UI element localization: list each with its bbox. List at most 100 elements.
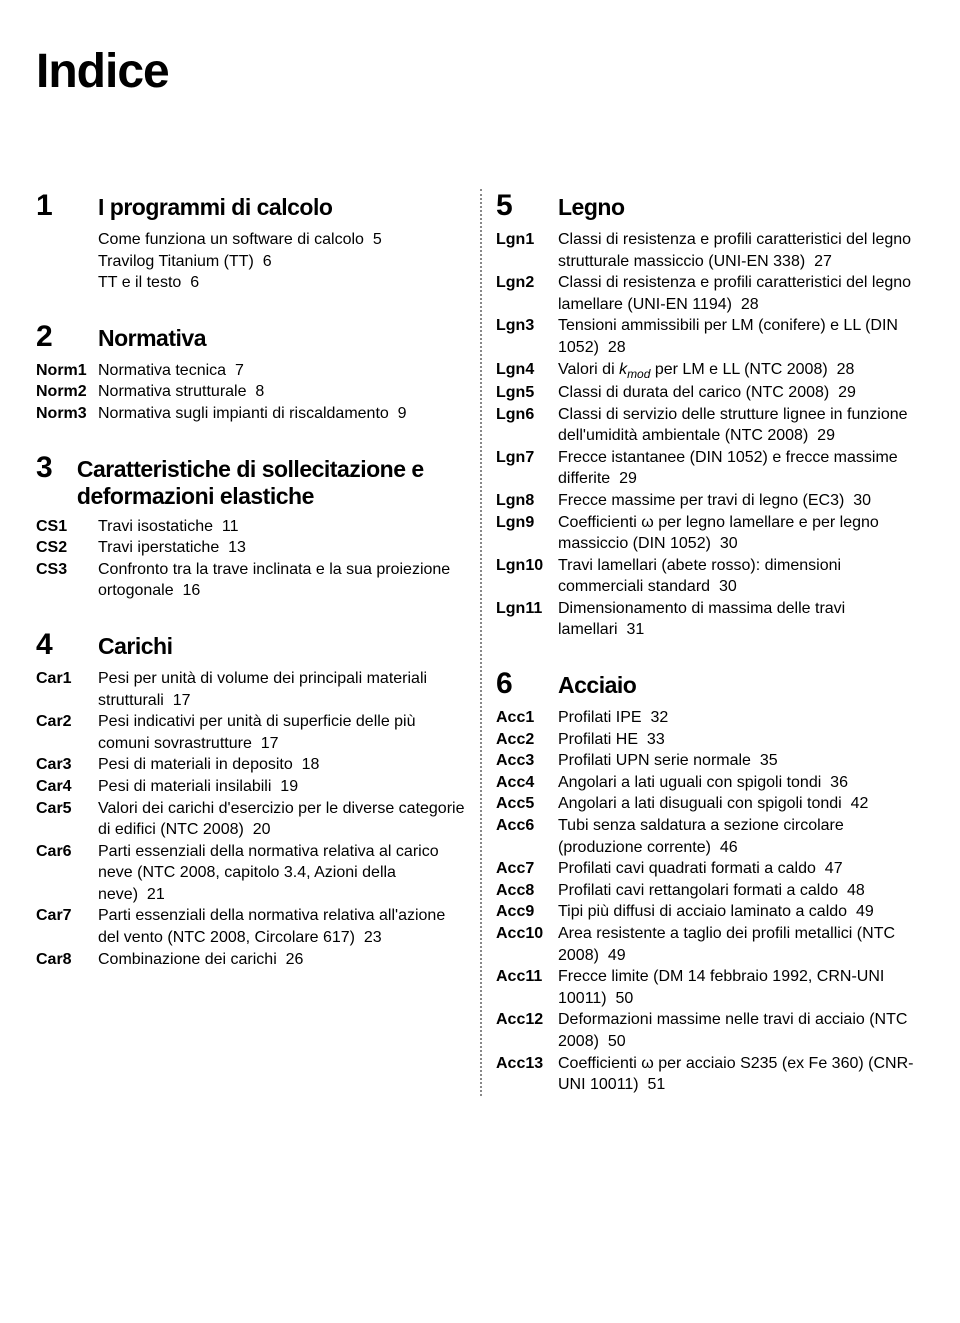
toc-entry: Acc13Coefficienti ω per acciaio S235 (ex… [496, 1053, 924, 1096]
entry-text: Frecce limite (DM 14 febbraio 1992, CRN-… [558, 966, 924, 1009]
section-number: 4 [36, 628, 98, 662]
entry-text: Valori dei carichi d'esercizio per le di… [98, 798, 466, 841]
section-title: Normativa [98, 325, 206, 352]
entry-text: Tubi senza saldatura a sezione circolare… [558, 815, 924, 858]
entry-code: Norm3 [36, 403, 98, 425]
right_sections-section: 5Legno [496, 189, 924, 223]
toc-entry: Acc6Tubi senza saldatura a sezione circo… [496, 815, 924, 858]
toc-entry: Car7Parti essenziali della normativa rel… [36, 905, 466, 948]
entry-code: CS1 [36, 516, 98, 538]
entry-text: Angolari a lati disuguali con spigoli to… [558, 793, 924, 815]
entry-text: Frecce massime per travi di legno (EC3) … [558, 490, 924, 512]
entry-code: Acc5 [496, 793, 558, 815]
section-number: 2 [36, 320, 98, 354]
toc-entry: Acc12Deformazioni massime nelle travi di… [496, 1009, 924, 1052]
entry-text: Confronto tra la trave inclinata e la su… [98, 559, 466, 602]
toc-entry: Acc1Profilati IPE 32 [496, 707, 924, 729]
section-title: Legno [558, 194, 625, 221]
entry-code: Car4 [36, 776, 98, 798]
entry-code: Acc1 [496, 707, 558, 729]
entry-code: Lgn6 [496, 404, 558, 447]
entry-text: Parti essenziali della normativa relativ… [98, 905, 466, 948]
toc-entry: Car8Combinazione dei carichi 26 [36, 949, 466, 971]
entry-code: Lgn9 [496, 512, 558, 555]
entry-code: Acc4 [496, 772, 558, 794]
toc-entry: Acc3Profilati UPN serie normale 35 [496, 750, 924, 772]
entry-code: Acc2 [496, 729, 558, 751]
toc-entry: Acc11Frecce limite (DM 14 febbraio 1992,… [496, 966, 924, 1009]
entry-code: Lgn3 [496, 315, 558, 358]
entry-code: Car8 [36, 949, 98, 971]
entry-text: Parti essenziali della normativa relativ… [98, 841, 466, 906]
entry-text: TT e il testo 6 [98, 272, 466, 294]
entry-text: Profilati UPN serie normale 35 [558, 750, 924, 772]
toc-entry: Lgn3Tensioni ammissibili per LM (conifer… [496, 315, 924, 358]
toc-entry: Lgn10Travi lamellari (abete rosso): dime… [496, 555, 924, 598]
toc-entry: Lgn1Classi di resistenza e profili carat… [496, 229, 924, 272]
entry-code: Acc9 [496, 901, 558, 923]
entry-text: Normativa strutturale 8 [98, 381, 466, 403]
page-title: Indice [36, 44, 924, 99]
entry-code: Lgn5 [496, 382, 558, 404]
toc-entry: TT e il testo 6 [36, 272, 466, 294]
left-column: 1I programmi di calcoloCome funziona un … [36, 189, 480, 1096]
toc-entry: Travilog Titanium (TT) 6 [36, 251, 466, 273]
left_sections-section: 3Caratteristiche di sollecitazione e def… [36, 451, 466, 510]
toc-entry: Car4Pesi di materiali insilabili 19 [36, 776, 466, 798]
toc-entry: Norm2Normativa strutturale 8 [36, 381, 466, 403]
entry-code: Acc12 [496, 1009, 558, 1052]
toc-entry: CS2Travi iperstatiche 13 [36, 537, 466, 559]
entry-code: Lgn4 [496, 359, 558, 382]
toc-entry: Acc10Area resistente a taglio dei profil… [496, 923, 924, 966]
entry-text: Travilog Titanium (TT) 6 [98, 251, 466, 273]
entry-code: Norm2 [36, 381, 98, 403]
toc-entry: Car5Valori dei carichi d'esercizio per l… [36, 798, 466, 841]
entry-text: Frecce istantanee (DIN 1052) e frecce ma… [558, 447, 924, 490]
toc-entry: Car6Parti essenziali della normativa rel… [36, 841, 466, 906]
entry-code: Acc7 [496, 858, 558, 880]
entry-code: Lgn8 [496, 490, 558, 512]
entry-code: Acc10 [496, 923, 558, 966]
section-title: Acciaio [558, 672, 636, 699]
toc-entry: Lgn11Dimensionamento di massima delle tr… [496, 598, 924, 641]
entry-text: Classi di resistenza e profili caratteri… [558, 229, 924, 272]
entry-text: Classi di servizio delle strutture ligne… [558, 404, 924, 447]
toc-entry: Car1Pesi per unità di volume dei princip… [36, 668, 466, 711]
entry-text: Deformazioni massime nelle travi di acci… [558, 1009, 924, 1052]
entry-text: Angolari a lati uguali con spigoli tondi… [558, 772, 924, 794]
entry-text: Combinazione dei carichi 26 [98, 949, 466, 971]
toc-entry: CS1Travi isostatiche 11 [36, 516, 466, 538]
entry-code [36, 229, 98, 251]
toc-entry: Car2Pesi indicativi per unità di superfi… [36, 711, 466, 754]
toc-entry: CS3Confronto tra la trave inclinata e la… [36, 559, 466, 602]
entry-text: Classi di durata del carico (NTC 2008) 2… [558, 382, 924, 404]
entry-code: Car7 [36, 905, 98, 948]
entry-text: Profilati cavi quadrati formati a caldo … [558, 858, 924, 880]
entry-text: Pesi di materiali insilabili 19 [98, 776, 466, 798]
entry-code: Car3 [36, 754, 98, 776]
entry-code: Acc6 [496, 815, 558, 858]
entry-code: Lgn11 [496, 598, 558, 641]
section-number: 5 [496, 189, 558, 223]
entry-code: Lgn7 [496, 447, 558, 490]
entry-code: Car6 [36, 841, 98, 906]
entry-text: Travi iperstatiche 13 [98, 537, 466, 559]
entry-text: Dimensionamento di massima delle travi l… [558, 598, 924, 641]
toc-entry: Car3Pesi di materiali in deposito 18 [36, 754, 466, 776]
entry-text: Normativa tecnica 7 [98, 360, 466, 382]
toc-entry: Acc2Profilati HE 33 [496, 729, 924, 751]
toc-entry: Lgn5Classi di durata del carico (NTC 200… [496, 382, 924, 404]
entry-code: Norm1 [36, 360, 98, 382]
right_sections-section: 6Acciaio [496, 667, 924, 701]
left_sections-section: 2Normativa [36, 320, 466, 354]
toc-entry: Lgn9Coefficienti ω per legno lamellare e… [496, 512, 924, 555]
toc-entry: Acc9Tipi più diffusi di acciaio laminato… [496, 901, 924, 923]
section-number: 1 [36, 189, 98, 223]
section-number: 3 [36, 451, 77, 485]
columns-container: 1I programmi di calcoloCome funziona un … [36, 189, 924, 1096]
toc-entry: Come funziona un software di calcolo 5 [36, 229, 466, 251]
section-title: Carichi [98, 633, 172, 660]
toc-entry: Lgn6Classi di servizio delle strutture l… [496, 404, 924, 447]
entry-code: CS2 [36, 537, 98, 559]
entry-text: Valori di kmod per LM e LL (NTC 2008) 28 [558, 359, 924, 382]
